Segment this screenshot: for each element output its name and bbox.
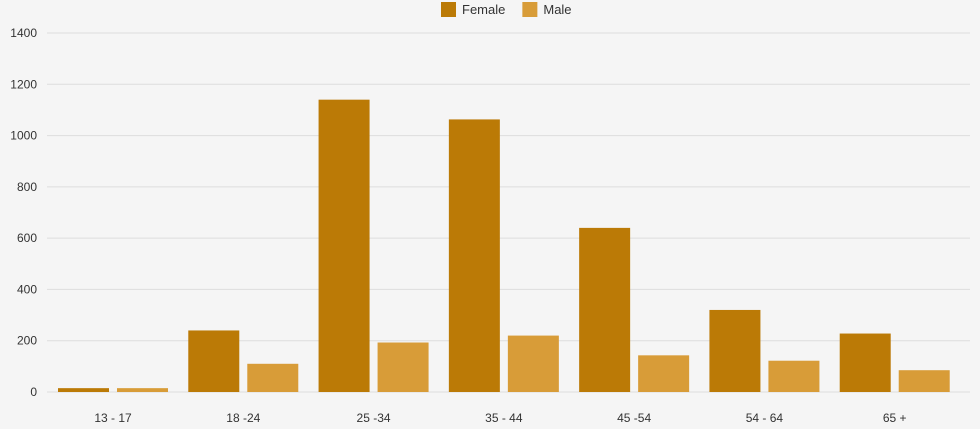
bar-male [117,388,168,392]
y-tick-label: 1200 [10,77,37,91]
y-tick-label: 600 [17,231,37,245]
bar-male [768,360,820,392]
y-tick-label: 400 [17,282,37,296]
x-tick-label: 65 + [883,411,907,425]
bars [58,99,950,393]
bar-female [188,330,240,392]
bar-female [709,309,761,392]
y-tick-label: 1400 [10,26,37,40]
x-tick-label: 45 -54 [617,411,651,425]
bar-female [318,99,370,393]
bar-male [638,355,690,392]
x-tick-label: 13 - 17 [94,411,132,425]
y-axis-ticks: 0 200 400 600 800 1000 1200 1400 [10,26,37,399]
legend: Female Male [441,2,572,17]
x-axis-ticks: 13 - 17 18 -24 25 -34 35 - 44 45 -54 54 - 64 6… [94,411,906,425]
bar-female [579,227,631,392]
y-tick-label: 800 [17,180,37,194]
bar-male [377,342,429,392]
y-tick-label: 1000 [10,129,37,143]
legend-label-male: Male [543,2,571,17]
x-tick-label: 35 - 44 [485,411,523,425]
legend-swatch-female [441,2,456,17]
x-tick-label: 54 - 64 [746,411,784,425]
bar-female [58,388,109,392]
y-tick-label: 200 [17,334,37,348]
legend-label-female: Female [462,2,505,17]
bar-female [448,119,500,392]
bar-male [507,335,559,392]
legend-swatch-male [522,2,538,17]
bar-male [247,363,299,392]
x-tick-label: 18 -24 [226,411,260,425]
x-tick-label: 25 -34 [357,411,391,425]
y-tick-label: 0 [30,385,37,399]
bar-female [839,333,891,392]
bar-male [898,370,950,392]
